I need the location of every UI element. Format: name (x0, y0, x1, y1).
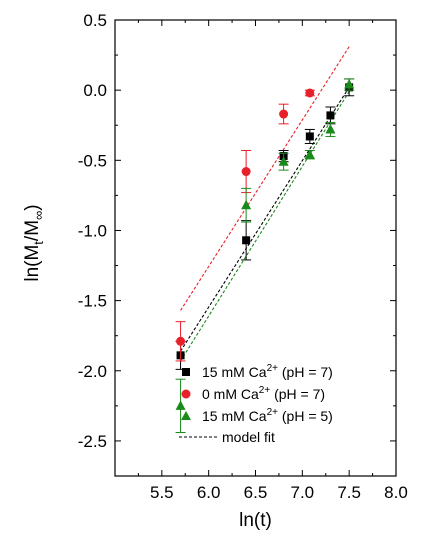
legend-label-3: 15 mM Ca2+ (pH = 5) (202, 407, 333, 424)
x-axis-title: ln(t) (239, 510, 272, 531)
legend-marker-square (182, 368, 190, 376)
legend-item-3: 15 mM Ca2+ (pH = 5) (181, 407, 333, 424)
x-tick-label: 6.0 (197, 483, 221, 502)
data-point-triangle (175, 400, 186, 410)
x-tick-label: 8.0 (384, 483, 408, 502)
data-point-square (326, 111, 335, 120)
data-point-square (242, 236, 251, 245)
fit-lines (180, 46, 350, 362)
y-tick-label: 0.0 (83, 81, 107, 100)
data-point-circle (176, 336, 186, 346)
tick-labels: 5.5 6.0 6.5 7.0 7.5 8.0 0.5 0.0 -0.5 -1.0 -1.5 -2.0… (78, 11, 408, 502)
data-point-circle (305, 88, 315, 98)
y-tick-label: -0.5 (78, 151, 107, 170)
data-point-triangle (241, 199, 252, 210)
data-point-triangle (278, 156, 289, 166)
data-points (175, 78, 355, 434)
fit-line (180, 87, 350, 352)
y-tick-label: -2.5 (78, 432, 107, 451)
data-point-circle (279, 109, 289, 119)
legend-label-2: 0 mM Ca2+ (pH = 7) (202, 385, 325, 402)
fit-line (180, 91, 350, 362)
legend-item-fit: model fit (179, 429, 275, 445)
legend-label-fit: model fit (222, 429, 275, 445)
plot-frame (114, 19, 397, 477)
y-title-end: ) (22, 204, 43, 210)
x-tick-label: 7.5 (337, 483, 361, 502)
data-point-triangle (344, 79, 355, 89)
y-tick-label: -2.0 (78, 362, 107, 381)
legend-item-1: 15 mM Ca2+ (pH = 7) (182, 363, 333, 380)
y-tick-label: 0.5 (83, 11, 107, 30)
y-tick-label: -1.5 (78, 292, 107, 311)
fit-line (180, 46, 350, 311)
data-point-triangle (304, 149, 315, 159)
x-tick-label: 6.5 (244, 483, 268, 502)
x-tick-label: 7.0 (291, 483, 315, 502)
y-title-sub-inf: ∞ (31, 211, 46, 220)
x-tick-label: 5.5 (150, 483, 174, 502)
legend: 15 mM Ca2+ (pH = 7) 0 mM Ca2+ (pH = 7) 1… (179, 363, 333, 445)
y-title-mid: /M (22, 220, 43, 241)
legend-marker-circle (181, 389, 191, 399)
legend-marker-triangle (181, 411, 191, 420)
y-axis-title: ln(Mt/M∞) (22, 204, 46, 281)
legend-label-1: 15 mM Ca2+ (pH = 7) (202, 363, 333, 380)
y-title-main: ln(M (22, 245, 43, 282)
data-point-circle (241, 167, 251, 177)
y-title-sub-t: t (31, 241, 46, 245)
legend-item-2: 0 mM Ca2+ (pH = 7) (181, 385, 325, 402)
data-point-square (305, 132, 314, 141)
y-tick-label: -1.0 (78, 221, 107, 240)
data-point-triangle (325, 123, 336, 134)
